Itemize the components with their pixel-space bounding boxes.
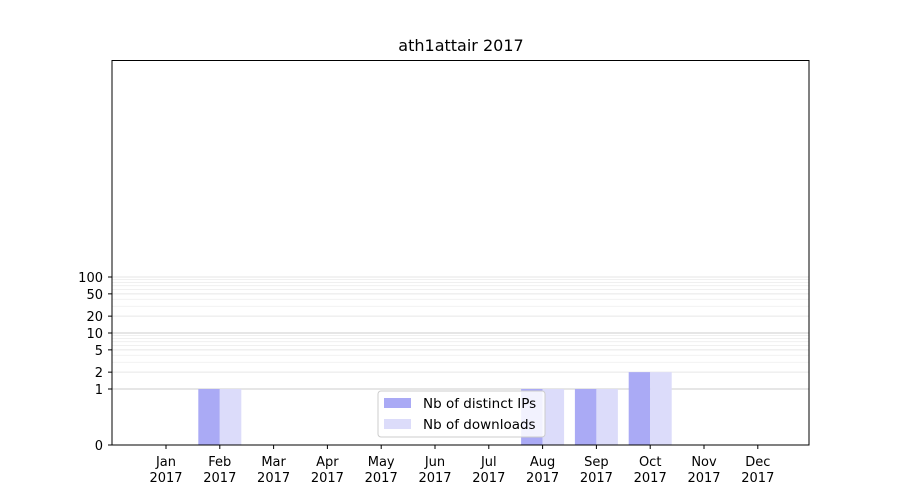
x-tick-label-month: Jun [424, 455, 445, 470]
x-tick-label-month: Oct [639, 455, 661, 470]
chart-title: ath1attair 2017 [398, 36, 523, 55]
x-tick-label-year: 2017 [418, 471, 451, 486]
x-tick-label-month: Feb [208, 455, 231, 470]
x-tick-label-year: 2017 [149, 471, 182, 486]
x-tick-label-month: Dec [745, 455, 770, 470]
grid [112, 276, 809, 390]
x-tick-label-year: 2017 [634, 471, 667, 486]
bar-distinct-ips [574, 389, 597, 445]
x-tick-label-year: 2017 [526, 471, 559, 486]
x-tick-label-month: Sep [584, 455, 609, 470]
y-tick-label: 10 [86, 327, 103, 342]
y-tick-label: 50 [86, 288, 103, 303]
x-tick-label-month: Apr [316, 455, 339, 470]
x-tick-label-month: Nov [691, 455, 717, 470]
legend-swatch-downloads [384, 419, 411, 429]
y-tick-label: 100 [78, 271, 103, 286]
x-tick-label-year: 2017 [687, 471, 720, 486]
y-tick-label: 0 [95, 439, 103, 454]
x-tick-label-month: Jul [480, 455, 497, 470]
legend-label-distinct-ips: Nb of distinct IPs [423, 396, 536, 412]
bar-distinct-ips [628, 372, 651, 445]
x-tick-label-year: 2017 [580, 471, 613, 486]
legend: Nb of distinct IPs Nb of downloads [377, 390, 546, 438]
legend-box [377, 390, 546, 438]
legend-swatch-distinct-ips [384, 398, 411, 408]
x-tick-label-month: Jan [155, 455, 176, 470]
bar-downloads [650, 372, 672, 445]
x-tick-label-year: 2017 [203, 471, 236, 486]
y-axis: 0 1 2 5 10 20 50 100 [78, 271, 112, 454]
y-tick-label: 2 [95, 366, 103, 381]
plot-frame [111, 60, 810, 446]
y-tick-label: 1 [95, 383, 103, 398]
x-tick-label-year: 2017 [311, 471, 344, 486]
y-tick-label: 5 [95, 344, 103, 359]
legend-label-downloads: Nb of downloads [423, 417, 536, 433]
x-tick-label-year: 2017 [741, 471, 774, 486]
x-tick-label-month: Aug [530, 455, 555, 470]
bar-downloads [596, 389, 618, 445]
x-axis: Jan2017Feb2017Mar2017Apr2017May2017Jun20… [149, 445, 774, 486]
x-tick-label-year: 2017 [472, 471, 505, 486]
x-tick-label-year: 2017 [365, 471, 398, 486]
x-tick-label-month: Mar [261, 455, 286, 470]
x-tick-label-year: 2017 [257, 471, 290, 486]
bar-downloads [542, 389, 565, 445]
y-tick-label: 20 [86, 310, 103, 325]
bar-downloads [219, 389, 242, 445]
bar-distinct-ips [198, 389, 220, 445]
x-tick-label-month: May [368, 455, 395, 470]
